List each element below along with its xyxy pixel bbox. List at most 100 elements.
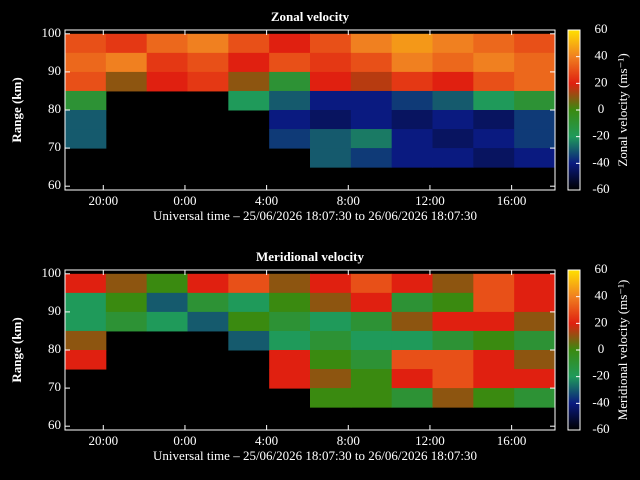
heatmap-cell <box>269 292 311 313</box>
colorbar-label: Meridional velocity (ms⁻¹) <box>615 280 630 421</box>
heatmap-cell <box>514 129 556 149</box>
heatmap-cell <box>350 90 393 111</box>
heatmap-cell <box>432 148 474 168</box>
y-tick-label: 70 <box>48 379 61 394</box>
heatmap-cell <box>473 350 515 370</box>
heatmap-cell <box>350 350 393 370</box>
heatmap-cell <box>473 52 515 73</box>
x-tick-label: 12:00 <box>415 193 445 208</box>
heatmap-cell <box>391 292 433 313</box>
heatmap-cell <box>228 71 270 92</box>
heatmap-cell <box>228 311 270 332</box>
heatmap-cell <box>65 33 107 54</box>
heatmap-cell <box>228 33 270 54</box>
heatmap-cell <box>391 110 433 130</box>
y-tick-label: 90 <box>48 63 61 78</box>
y-tick-label: 90 <box>48 303 61 318</box>
heatmap-cell <box>432 273 474 294</box>
heatmap-cell <box>514 148 556 168</box>
heatmap-cell <box>187 311 229 332</box>
heatmap-cell <box>146 33 188 54</box>
heatmap-cell <box>146 71 188 92</box>
colorbar-tick-label: 60 <box>595 261 608 276</box>
heatmap-cell <box>65 292 107 313</box>
heatmap-cell <box>310 71 352 92</box>
heatmap-cell <box>105 71 148 92</box>
heatmap-cell <box>146 311 188 332</box>
heatmap-cell <box>310 33 352 54</box>
heatmap-cell <box>310 52 352 73</box>
heatmap-cell <box>514 71 556 92</box>
heatmap-cell <box>65 129 107 149</box>
heatmap-cell <box>228 90 270 111</box>
y-axis-label: Range (km) <box>9 77 24 142</box>
heatmap-cell <box>432 330 474 351</box>
y-tick-label: 60 <box>48 417 61 432</box>
heatmap-cell <box>269 90 311 111</box>
heatmap-cell <box>391 388 433 408</box>
heatmap-cell <box>228 273 270 294</box>
heatmap-cell <box>310 273 352 294</box>
heatmap-cell <box>187 52 229 73</box>
heatmap-cell <box>391 71 433 92</box>
heatmap-cell <box>514 110 556 130</box>
colorbar-tick-label: -40 <box>592 154 609 169</box>
heatmap-cell <box>65 311 107 332</box>
colorbar-tick-label: -20 <box>592 128 609 143</box>
x-axis-label: Universal time – 25/06/2026 18:07:30 to … <box>153 208 477 223</box>
heatmap-cell <box>514 292 556 313</box>
heatmap-cell <box>473 273 515 294</box>
x-tick-label: 16:00 <box>497 433 527 448</box>
heatmap-cell <box>432 292 474 313</box>
heatmap-cell <box>269 71 311 92</box>
heatmap-cell <box>514 330 556 351</box>
heatmap-cell <box>473 292 515 313</box>
heatmap-cell <box>350 273 393 294</box>
colorbar-tick-label: -20 <box>592 368 609 383</box>
y-tick-label: 60 <box>48 177 61 192</box>
heatmap-cell <box>514 350 556 370</box>
heatmap-cell <box>473 129 515 149</box>
colorbar-tick-label: -60 <box>592 181 609 196</box>
heatmap-cell <box>350 311 393 332</box>
colorbar-tick-label: -40 <box>592 394 609 409</box>
heatmap-cell <box>473 311 515 332</box>
heatmap-cell <box>514 90 556 111</box>
heatmap-cell <box>269 350 311 370</box>
colorbar-tick-label: 60 <box>595 21 608 36</box>
heatmap-cell <box>473 33 515 54</box>
colorbar-tick-label: -60 <box>592 421 609 436</box>
heatmap-cell <box>432 388 474 408</box>
heatmap-cell <box>105 52 148 73</box>
heatmap-cell <box>473 71 515 92</box>
heatmap-cell <box>391 311 433 332</box>
heatmap-cell <box>473 90 515 111</box>
x-tick-label: 0:00 <box>173 433 196 448</box>
heatmap-cell <box>350 292 393 313</box>
heatmap-cell <box>432 110 474 130</box>
heatmap-cell <box>310 90 352 111</box>
heatmap-cell <box>432 52 474 73</box>
heatmap-cell <box>269 129 311 149</box>
heatmap-cell <box>350 369 393 389</box>
heatmap-cell <box>391 90 433 111</box>
heatmap-cell <box>432 350 474 370</box>
heatmap-cell <box>269 33 311 54</box>
heatmap-cell <box>350 33 393 54</box>
colorbar-tick-label: 0 <box>598 101 605 116</box>
y-axis-label: Range (km) <box>9 317 24 382</box>
heatmap-cell <box>350 52 393 73</box>
heatmap-cell <box>310 369 352 389</box>
heatmap-cell <box>391 129 433 149</box>
heatmap-cell <box>350 148 393 168</box>
colorbar-tick-label: 20 <box>595 74 608 89</box>
y-tick-label: 80 <box>48 101 61 116</box>
heatmap-cell <box>269 52 311 73</box>
heatmap-cell <box>391 330 433 351</box>
heatmap-cell <box>514 52 556 73</box>
heatmap-cell <box>65 110 107 130</box>
heatmap-cell <box>514 273 556 294</box>
heatmap-cell <box>105 273 148 294</box>
